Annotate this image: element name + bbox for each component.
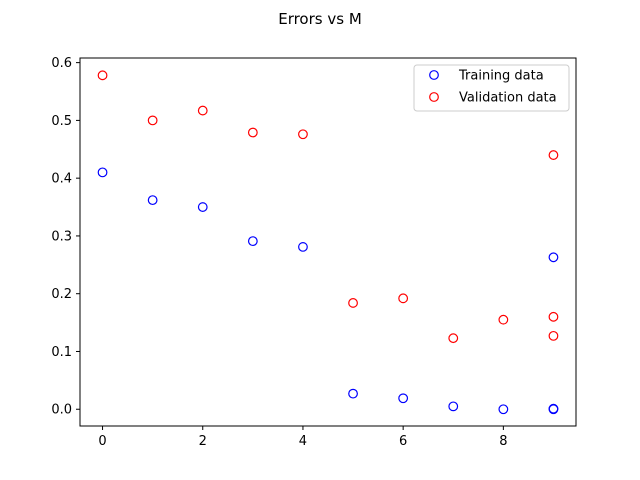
data-point bbox=[97, 167, 108, 178]
x-tick-label: 0 bbox=[98, 434, 106, 449]
data-point bbox=[348, 388, 358, 399]
legend-label-training: Training data bbox=[458, 69, 544, 84]
legend-marker-validation bbox=[429, 92, 439, 102]
data-point bbox=[498, 404, 509, 415]
y-tick-label: 0.5 bbox=[51, 114, 72, 129]
data-point bbox=[448, 333, 459, 344]
data-point bbox=[97, 70, 108, 81]
legend-label-validation: Validation data bbox=[459, 91, 557, 106]
x-tick-label: 8 bbox=[499, 434, 507, 449]
legend: Training data Validation data bbox=[413, 64, 570, 112]
data-point bbox=[498, 314, 509, 325]
x-axis: 0 2 4 6 8 bbox=[98, 426, 507, 449]
data-point bbox=[548, 330, 559, 341]
x-tick-label: 6 bbox=[399, 434, 407, 449]
data-point bbox=[298, 129, 308, 140]
series-training bbox=[97, 167, 559, 415]
data-point bbox=[247, 127, 258, 138]
x-tick-label: 4 bbox=[299, 434, 307, 449]
data-point bbox=[548, 252, 559, 263]
data-point bbox=[548, 311, 559, 322]
y-tick-label: 0.4 bbox=[51, 172, 72, 187]
y-tick-label: 0.6 bbox=[51, 56, 72, 71]
y-tick-label: 0.1 bbox=[51, 345, 72, 360]
plot-frame bbox=[79, 57, 577, 427]
data-point bbox=[398, 393, 409, 404]
chart-title: Errors vs M bbox=[278, 10, 362, 28]
y-tick-label: 0.3 bbox=[51, 229, 72, 244]
data-point bbox=[247, 236, 258, 247]
data-points bbox=[97, 70, 559, 415]
y-tick-label: 0.0 bbox=[51, 403, 72, 418]
data-point bbox=[398, 293, 409, 304]
data-point bbox=[348, 298, 358, 308]
data-point bbox=[147, 195, 158, 206]
data-point bbox=[548, 150, 559, 160]
x-tick-label: 2 bbox=[199, 434, 207, 449]
data-point bbox=[197, 105, 208, 116]
y-axis: 0.0 0.1 0.2 0.3 0.4 0.5 0.6 bbox=[51, 56, 80, 418]
legend-box bbox=[413, 64, 570, 112]
series-validation bbox=[97, 70, 559, 344]
data-point bbox=[448, 401, 459, 412]
data-point bbox=[147, 115, 158, 126]
legend-marker-training bbox=[429, 70, 439, 80]
data-point bbox=[548, 404, 559, 415]
data-point bbox=[298, 242, 308, 252]
y-tick-label: 0.2 bbox=[51, 287, 72, 302]
data-point bbox=[197, 202, 208, 212]
plot-area bbox=[79, 57, 577, 427]
